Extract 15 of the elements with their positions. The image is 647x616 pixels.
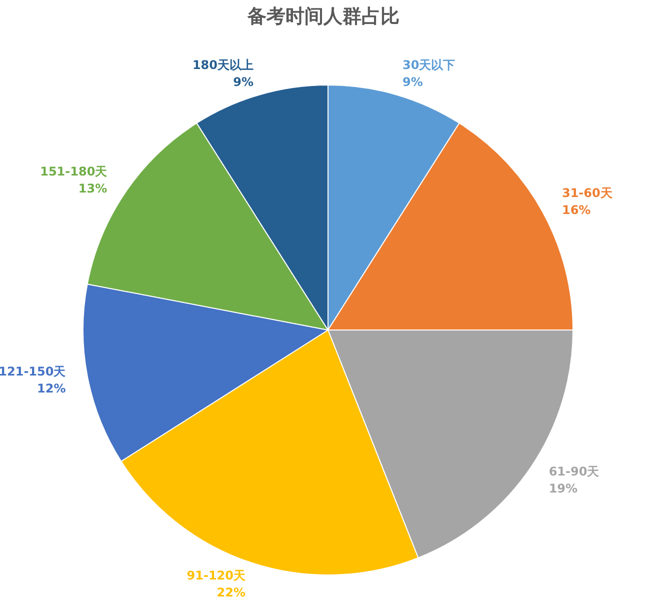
slice-label: 61-90天 xyxy=(548,464,600,479)
slice-label: 151-180天 xyxy=(40,164,108,178)
data-label: 13% xyxy=(78,181,108,196)
data-label: 19% xyxy=(548,482,578,496)
data-label: 16% xyxy=(562,202,591,217)
chart-title: 备考时间人群占比 xyxy=(246,6,400,28)
data-label: 9% xyxy=(402,75,423,90)
slice-label: 180天以上 xyxy=(192,58,254,72)
data-label: 9% xyxy=(233,75,254,90)
slice-label: 91-120天 xyxy=(186,568,246,582)
data-label: 22% xyxy=(216,585,246,600)
slice-label: 30天以下 xyxy=(402,58,456,72)
data-label: 12% xyxy=(36,382,66,396)
slice-label: 121-150天 xyxy=(0,364,67,379)
slice-label: 31-60天 xyxy=(562,186,614,200)
